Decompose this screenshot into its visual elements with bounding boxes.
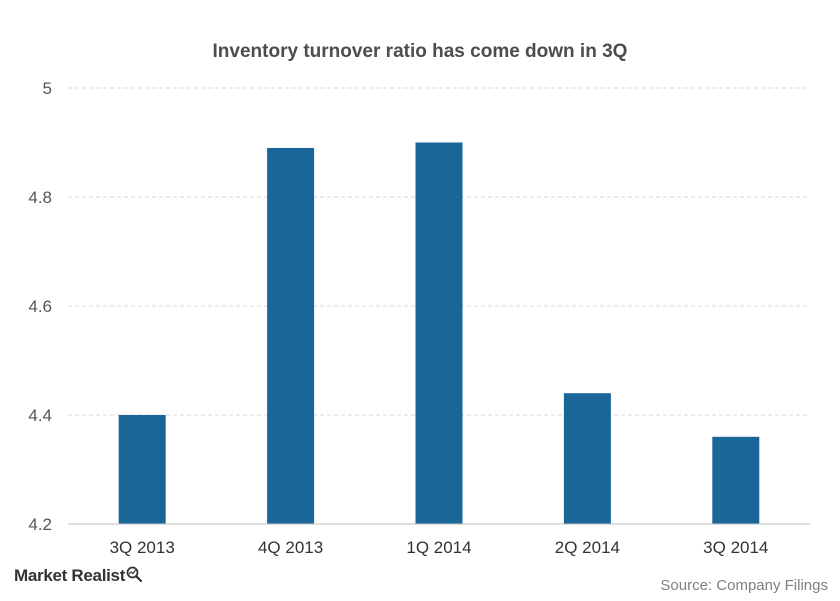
bar-3q-2013 xyxy=(118,415,166,524)
x-tick-label: 3Q 2013 xyxy=(110,538,175,557)
x-tick-label: 1Q 2014 xyxy=(406,538,471,557)
bar-1q-2014 xyxy=(415,142,463,524)
bar-4q-2013 xyxy=(267,147,315,524)
logo-text: Market Realist xyxy=(14,566,126,585)
x-tick-label: 4Q 2013 xyxy=(258,538,323,557)
source-note: Source: Company Filings xyxy=(660,577,828,594)
chart-title: Inventory turnover ratio has come down i… xyxy=(213,41,628,62)
y-axis-ticks: 4.2 4.4 4.6 4.8 5 xyxy=(28,79,52,534)
y-tick-label: 4.6 xyxy=(28,297,52,316)
y-tick-label: 4.2 xyxy=(28,515,52,534)
bars xyxy=(118,142,760,524)
y-tick-label: 4.4 xyxy=(28,406,52,425)
market-realist-logo: Market Realist xyxy=(14,566,143,586)
bar-2q-2014 xyxy=(563,393,611,524)
x-tick-label: 2Q 2014 xyxy=(555,538,620,557)
bar-3q-2014 xyxy=(712,436,760,524)
magnifier-chart-icon xyxy=(126,566,143,582)
y-tick-label: 4.8 xyxy=(28,188,52,207)
x-axis-ticks: 3Q 2013 4Q 2013 1Q 2014 2Q 2014 3Q 2014 xyxy=(110,538,769,557)
x-tick-label: 3Q 2014 xyxy=(703,538,768,557)
y-tick-label: 5 xyxy=(43,79,52,98)
